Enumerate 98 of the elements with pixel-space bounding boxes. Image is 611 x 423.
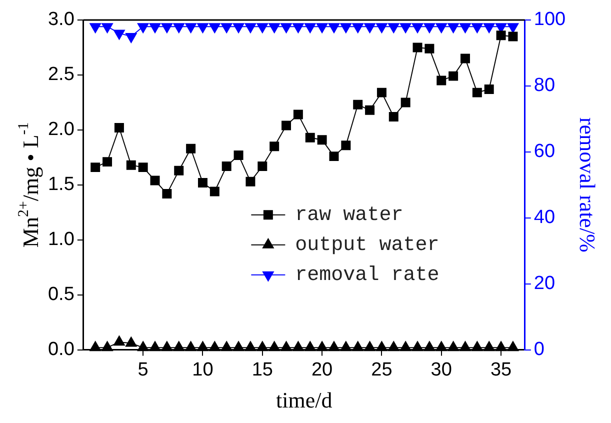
point — [424, 341, 436, 352]
point — [293, 110, 303, 120]
point — [114, 122, 124, 132]
x-tick-label: 35 — [490, 359, 512, 380]
point — [400, 98, 410, 108]
point — [400, 341, 412, 352]
point — [460, 54, 470, 64]
point — [126, 160, 136, 170]
point — [150, 176, 160, 186]
point — [305, 132, 315, 142]
point — [365, 105, 375, 115]
point — [138, 162, 148, 172]
point — [210, 186, 220, 196]
point — [114, 336, 125, 346]
point — [329, 152, 339, 162]
point — [185, 341, 196, 352]
point — [244, 341, 256, 352]
point — [341, 140, 351, 150]
y-tick-label: 0.0 — [48, 339, 74, 360]
point — [186, 144, 196, 154]
point — [161, 341, 173, 352]
y-tick-label: 3.0 — [48, 9, 74, 30]
x-tick-label: 5 — [138, 359, 148, 380]
point — [317, 135, 327, 145]
y-axis-title: Mn2+/mg • L-1 — [16, 122, 43, 248]
point — [246, 176, 256, 186]
point — [508, 32, 518, 42]
point — [304, 341, 316, 352]
point — [208, 341, 220, 352]
y2-tick-label: 80 — [534, 75, 556, 96]
point — [340, 341, 352, 352]
point — [484, 84, 494, 94]
point — [102, 157, 112, 167]
point — [102, 341, 113, 352]
point — [436, 76, 446, 86]
point — [90, 162, 100, 172]
point — [507, 341, 519, 352]
point — [90, 341, 102, 352]
point — [412, 42, 422, 52]
point — [137, 341, 149, 352]
point — [149, 341, 161, 352]
x-tick-label: 30 — [430, 359, 452, 380]
point — [328, 341, 340, 352]
y2-axis-title: removal rate/% — [575, 117, 600, 252]
y2-tick-label: 60 — [534, 141, 556, 162]
point — [460, 341, 471, 352]
point — [412, 341, 424, 352]
point — [448, 341, 460, 352]
point — [292, 341, 304, 352]
legend-label: output water — [295, 234, 440, 258]
point — [448, 71, 458, 81]
legend-label: removal rate — [295, 264, 440, 288]
point — [424, 44, 434, 54]
point — [222, 161, 232, 171]
point — [495, 341, 507, 352]
point — [162, 188, 172, 198]
point — [496, 30, 506, 40]
point — [376, 341, 388, 352]
x-tick-label: 20 — [311, 359, 333, 380]
point — [483, 341, 495, 352]
x-tick-label: 10 — [192, 359, 214, 380]
point — [388, 341, 400, 352]
point — [234, 150, 244, 160]
point — [282, 120, 291, 130]
y-tick-label: 2.5 — [48, 64, 74, 86]
x-tick-label: 15 — [252, 359, 273, 380]
point — [388, 112, 398, 122]
x-tick-label: 25 — [371, 359, 392, 380]
point — [472, 88, 482, 98]
point — [352, 341, 364, 352]
point — [316, 341, 328, 352]
x-axis-title: time/d — [276, 388, 332, 413]
point — [256, 341, 268, 352]
point — [353, 100, 363, 110]
y2-tick-label: 0 — [534, 339, 544, 360]
point — [364, 341, 376, 352]
y-tick-label: 1.0 — [48, 229, 74, 250]
point — [268, 341, 280, 352]
y2-tick-label: 20 — [534, 273, 556, 294]
point — [197, 341, 208, 352]
point — [376, 88, 386, 98]
y2-tick-label: 100 — [534, 9, 566, 30]
point — [280, 341, 292, 352]
point — [125, 336, 137, 347]
point — [174, 166, 184, 176]
point — [258, 161, 268, 171]
y-tick-label: 2.0 — [48, 119, 74, 140]
y-tick-label: 1.5 — [48, 174, 74, 196]
point — [198, 178, 208, 188]
point — [232, 341, 244, 352]
point — [471, 341, 483, 352]
point — [220, 341, 232, 352]
point — [436, 341, 448, 352]
point — [270, 142, 280, 152]
legend-label: raw water — [295, 204, 404, 228]
point — [173, 341, 185, 352]
y2-tick-label: 40 — [534, 207, 556, 228]
y-tick-label: 0.5 — [48, 284, 74, 306]
